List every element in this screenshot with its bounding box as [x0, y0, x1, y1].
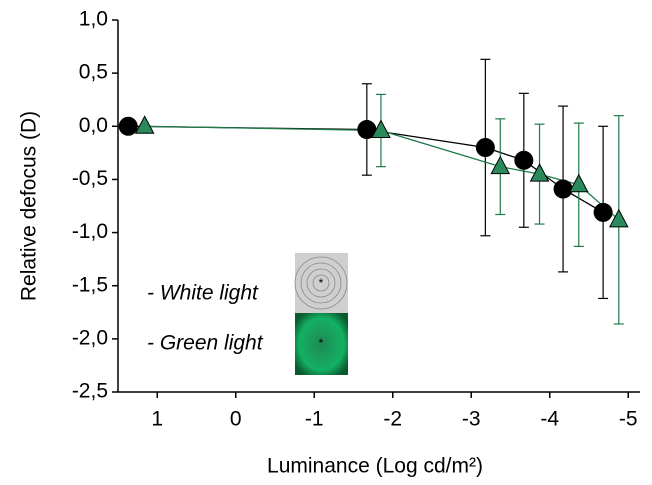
point: [608, 208, 629, 228]
y-tick-label: -0,5: [72, 167, 108, 190]
y-tick-label: 1,0: [79, 8, 108, 31]
point: [490, 155, 511, 175]
y-tick-label: -2,0: [72, 326, 108, 349]
y-tick-label: 0,5: [79, 61, 108, 84]
point: [568, 173, 589, 193]
point: [371, 119, 391, 139]
y-tick-label: -2,5: [72, 380, 108, 403]
point: [514, 150, 534, 170]
legend-label: - Green light: [147, 332, 264, 355]
y-tick-label: -1,0: [72, 220, 108, 243]
x-tick-label: -3: [462, 408, 481, 431]
x-tick-label: -2: [383, 408, 402, 431]
x-tick-label: -5: [619, 408, 638, 431]
point: [118, 116, 138, 136]
svg-text:*: *: [319, 276, 324, 290]
y-tick-label: -1,5: [72, 273, 108, 296]
x-tick-label: -1: [305, 408, 324, 431]
y-tick-label: 0,0: [79, 114, 108, 137]
point: [553, 179, 573, 199]
x-tick-label: -4: [540, 408, 559, 431]
point: [529, 163, 550, 182]
y-axis-label: Relative defocus (D): [18, 111, 41, 301]
point: [475, 138, 495, 158]
point: [593, 202, 613, 222]
series-line: [144, 125, 620, 221]
x-tick-label: 0: [230, 408, 242, 431]
x-axis-label: Luminance (Log cd/m²): [267, 455, 483, 478]
legend-label: - White light: [147, 282, 259, 305]
x-tick-label: 1: [151, 408, 163, 431]
svg-text:*: *: [319, 336, 324, 350]
inset-image: * *: [294, 253, 348, 375]
point: [134, 115, 155, 134]
series-line: [128, 125, 604, 213]
